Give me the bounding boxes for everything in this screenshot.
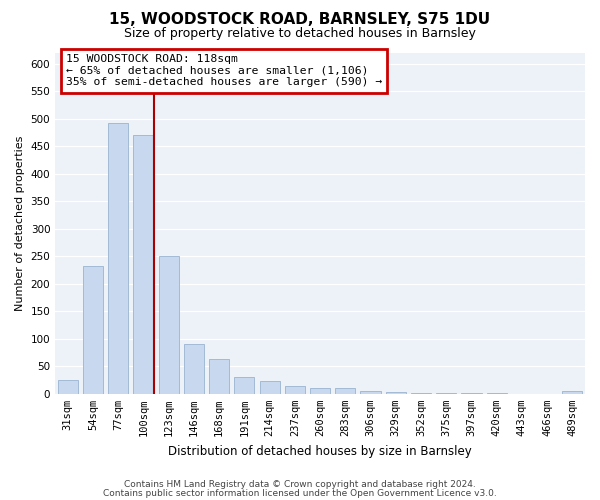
Bar <box>184 344 204 394</box>
Text: Contains HM Land Registry data © Crown copyright and database right 2024.: Contains HM Land Registry data © Crown c… <box>124 480 476 489</box>
Bar <box>235 376 254 394</box>
Bar <box>158 256 179 394</box>
Y-axis label: Number of detached properties: Number of detached properties <box>15 136 25 311</box>
Bar <box>260 381 280 394</box>
Bar <box>335 388 355 394</box>
Bar <box>361 391 380 394</box>
Bar <box>133 135 154 394</box>
Bar <box>285 386 305 394</box>
Bar <box>310 388 330 394</box>
Bar <box>108 123 128 394</box>
X-axis label: Distribution of detached houses by size in Barnsley: Distribution of detached houses by size … <box>168 444 472 458</box>
Bar <box>83 266 103 394</box>
Text: Contains public sector information licensed under the Open Government Licence v3: Contains public sector information licen… <box>103 488 497 498</box>
Bar <box>386 392 406 394</box>
Bar <box>562 391 583 394</box>
Bar <box>58 380 78 394</box>
Bar <box>209 359 229 394</box>
Text: 15 WOODSTOCK ROAD: 118sqm
← 65% of detached houses are smaller (1,106)
35% of se: 15 WOODSTOCK ROAD: 118sqm ← 65% of detac… <box>66 54 382 88</box>
Text: 15, WOODSTOCK ROAD, BARNSLEY, S75 1DU: 15, WOODSTOCK ROAD, BARNSLEY, S75 1DU <box>109 12 491 28</box>
Bar <box>411 392 431 394</box>
Text: Size of property relative to detached houses in Barnsley: Size of property relative to detached ho… <box>124 28 476 40</box>
